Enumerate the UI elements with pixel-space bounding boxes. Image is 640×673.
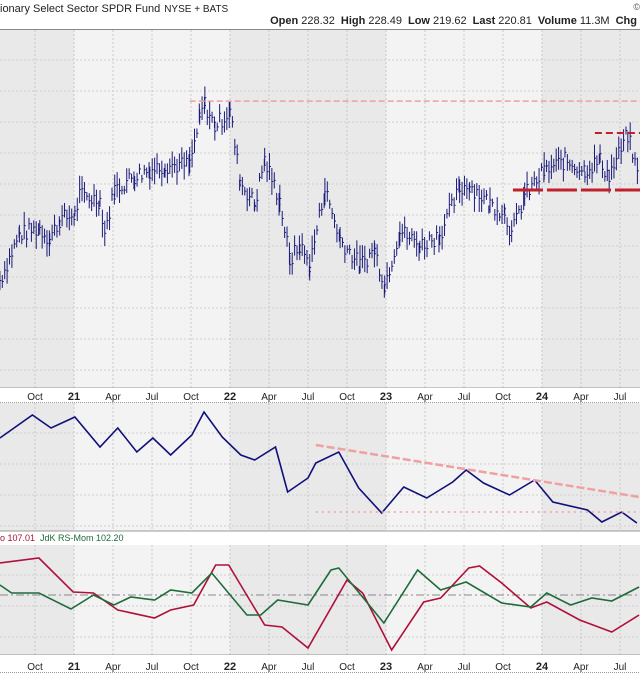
ohlc-value-high: 228.49 — [368, 15, 402, 27]
rs-line — [0, 410, 638, 524]
ohlc-key-last: Last — [472, 15, 496, 27]
x-tick-label: Oct — [495, 662, 511, 673]
x-tick-label: Jul — [146, 662, 159, 673]
x-tick-label: Oct — [27, 662, 43, 673]
x-tick-label: Oct — [183, 392, 199, 403]
fund-name: ionary Select Sector SPDR Fund — [0, 3, 161, 15]
rs-ratio-legend: o 107.01 — [0, 533, 35, 543]
x-tick-label: 22 — [224, 661, 236, 673]
x-tick-label: Apr — [573, 392, 589, 403]
x-tick-label: 23 — [380, 661, 392, 673]
x-tick-label: Apr — [261, 392, 277, 403]
ohlc-key-volume: Volume — [537, 15, 577, 27]
x-tick-label: Jul — [458, 662, 471, 673]
x-tick-label: Oct — [339, 392, 355, 403]
ohlc-key-open: Open — [270, 15, 299, 27]
chart-header: ionary Select Sector SPDR Fund NYSE + BAT… — [0, 0, 640, 30]
ohlc-value-low: 219.62 — [432, 15, 467, 27]
ohlc-value-open: 228.32 — [301, 15, 335, 27]
copyright-mark: © — [633, 2, 640, 12]
x-tick-label: Apr — [417, 392, 433, 403]
year-band — [74, 30, 230, 388]
x-tick-label: 24 — [536, 391, 549, 403]
x-tick-label: Apr — [105, 392, 121, 403]
x-tick-label: Apr — [573, 662, 589, 673]
x-tick-label: 23 — [380, 391, 392, 403]
x-tick-label: Jul — [614, 392, 627, 403]
exchange-label: NYSE + BATS — [164, 4, 229, 15]
x-tick-label: Apr — [105, 662, 121, 673]
ohlc-key-chg: Chg — [615, 15, 637, 27]
x-tick-label: Jul — [302, 662, 315, 673]
x-axis-strip — [0, 388, 640, 403]
ohlc-value-last: 220.81 — [498, 15, 532, 27]
rs-mom-legend: JdK RS-Mom 102.20 — [40, 533, 124, 543]
ohlc-readout: Open 228.32 High 228.49 Low 219.62 Last 220.81 V… — [264, 15, 640, 27]
x-tick-label: Apr — [261, 662, 277, 673]
rs-mom-line — [0, 567, 640, 625]
x-tick-label: 24 — [536, 661, 549, 673]
x-axis-strip — [0, 655, 640, 673]
x-tick-label: Jul — [614, 662, 627, 673]
rs-ratio-line — [0, 557, 640, 652]
x-tick-label: Jul — [458, 392, 471, 403]
x-tick-label: Jul — [302, 392, 315, 403]
x-tick-label: 22 — [224, 391, 236, 403]
symbol-title: ionary Select Sector SPDR Fund NYSE + BAT… — [0, 3, 228, 15]
ohlc-key-high: High — [340, 15, 366, 27]
x-tick-label: Oct — [27, 392, 43, 403]
x-tick-label: Oct — [183, 662, 199, 673]
ohlc-value-volume: 11.3M — [579, 15, 610, 27]
x-tick-label: Apr — [417, 662, 433, 673]
x-tick-label: 21 — [68, 661, 80, 673]
x-tick-label: 21 — [68, 391, 80, 403]
ohlc-key-low: Low — [407, 15, 430, 27]
x-tick-label: Jul — [146, 392, 159, 403]
x-tick-label: Oct — [495, 392, 511, 403]
x-tick-label: Oct — [339, 662, 355, 673]
